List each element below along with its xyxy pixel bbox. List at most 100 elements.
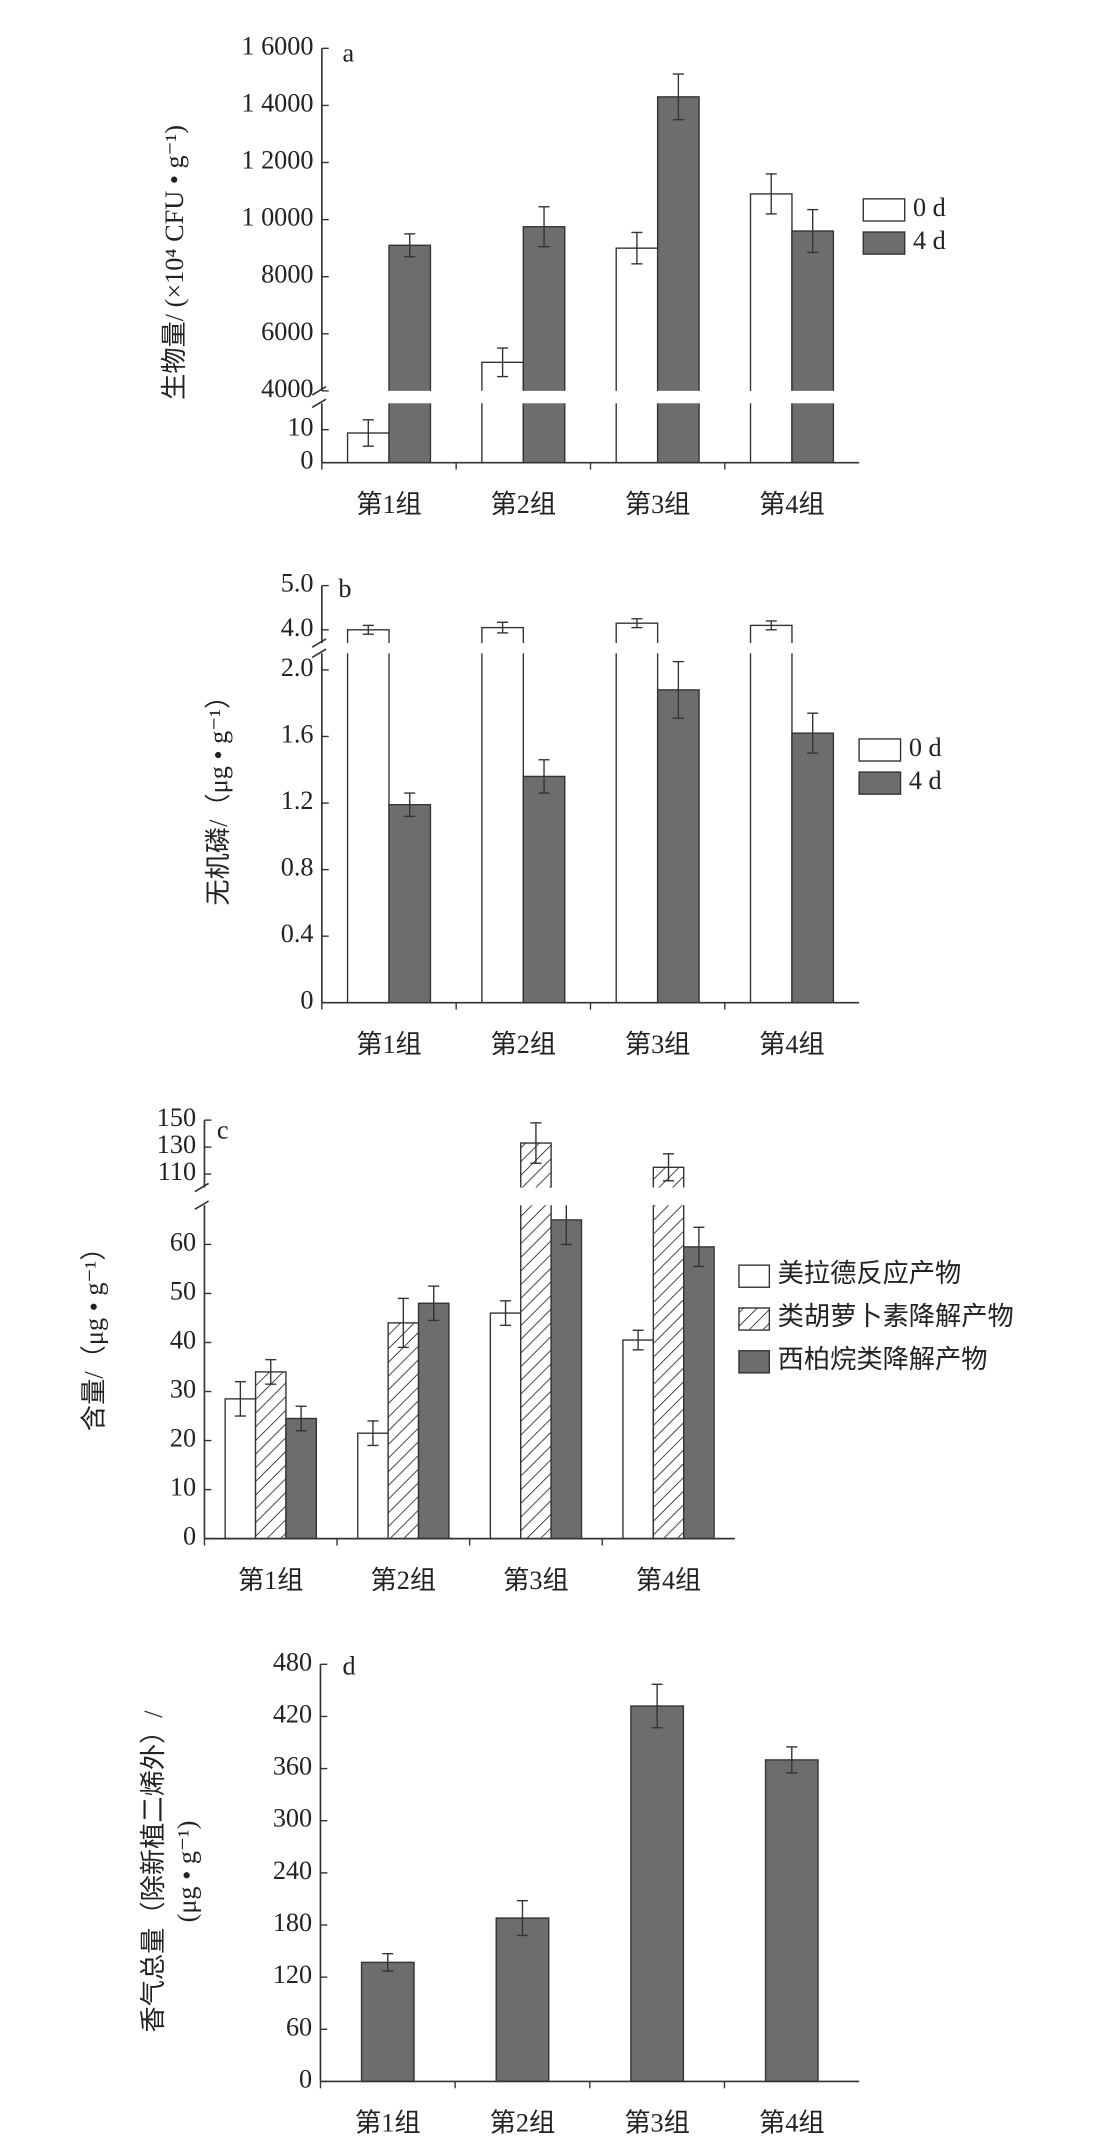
x-tick-label: 第4组 bbox=[759, 1030, 825, 1059]
bar bbox=[791, 732, 835, 1004]
y-tick-label: 20 bbox=[170, 1424, 196, 1453]
y-tick-label: 420 bbox=[273, 1699, 312, 1728]
legend-swatch bbox=[858, 738, 902, 762]
axis-break-gap bbox=[193, 1187, 735, 1206]
y-tick-label: 110 bbox=[158, 1157, 196, 1186]
x-tick-label: 第2组 bbox=[371, 1566, 437, 1595]
bar bbox=[495, 1917, 550, 2083]
bar bbox=[285, 1417, 318, 1540]
bar bbox=[630, 1705, 685, 2083]
y-tick-label: 30 bbox=[170, 1375, 196, 1404]
x-tick-label: 第4组 bbox=[759, 2109, 825, 2138]
axis-break-mark bbox=[311, 638, 327, 648]
y-tick-label: 0 bbox=[300, 446, 313, 475]
panel-label: b bbox=[338, 574, 351, 603]
y-tick-label: 0.8 bbox=[281, 853, 314, 882]
bar bbox=[749, 624, 793, 1004]
axis-break-mark bbox=[311, 398, 327, 409]
bar bbox=[522, 226, 566, 464]
bar bbox=[481, 361, 525, 464]
panel-label: d bbox=[343, 1651, 356, 1680]
bar bbox=[357, 1432, 389, 1540]
y-tick-label: 480 bbox=[273, 1647, 312, 1676]
bar bbox=[388, 244, 432, 464]
bar bbox=[615, 622, 659, 1004]
y-tick-label: 360 bbox=[273, 1752, 312, 1781]
x-tick-label: 第3组 bbox=[624, 2109, 690, 2138]
legend-label: 0 d bbox=[913, 193, 946, 222]
x-tick-label: 第1组 bbox=[355, 2109, 421, 2138]
legend-label: 4 d bbox=[913, 226, 946, 255]
bar bbox=[489, 1312, 522, 1540]
legend-label: 美拉德反应产物 bbox=[778, 1259, 962, 1288]
panel-label: a bbox=[343, 38, 355, 67]
y-tick-label: 8000 bbox=[261, 260, 313, 289]
axis-break-mark bbox=[194, 1200, 210, 1211]
y-tick-label: 10 bbox=[170, 1473, 196, 1502]
y-tick-label: 6000 bbox=[261, 317, 313, 346]
legend-label: 西柏烷类降解产物 bbox=[778, 1345, 988, 1374]
bar bbox=[656, 96, 700, 464]
y-tick-label: 0.4 bbox=[281, 919, 314, 948]
axis-break-gap bbox=[310, 643, 860, 654]
legend-swatch bbox=[862, 198, 906, 222]
y-axis-label: 无机磷/（μg • g⁻¹） bbox=[204, 683, 233, 906]
y-tick-label: 0 bbox=[300, 986, 313, 1015]
bar bbox=[388, 804, 432, 1004]
y-tick-label: 1.2 bbox=[281, 786, 314, 815]
bar bbox=[764, 1759, 819, 2083]
axis-break-mark bbox=[311, 386, 327, 396]
y-tick-label: 300 bbox=[273, 1804, 312, 1833]
x-tick-label: 第1组 bbox=[356, 490, 422, 519]
x-tick-label: 第3组 bbox=[503, 1566, 569, 1595]
y-axis-label: (μg • g⁻¹) bbox=[172, 1821, 201, 1923]
bar bbox=[550, 1219, 583, 1540]
y-tick-label: 10 bbox=[287, 413, 313, 442]
axis-break-mark bbox=[194, 1182, 210, 1193]
y-tick-label: 150 bbox=[157, 1103, 196, 1132]
bar bbox=[254, 1371, 287, 1540]
bar bbox=[615, 247, 659, 464]
y-tick-label: 4.0 bbox=[281, 613, 314, 642]
axis-break-gap bbox=[310, 390, 860, 404]
y-tick-label: 240 bbox=[273, 1856, 312, 1885]
bar bbox=[791, 230, 835, 464]
legend-swatch bbox=[738, 1350, 771, 1374]
bar bbox=[652, 1166, 685, 1540]
legend-swatch bbox=[738, 1307, 771, 1331]
y-tick-label: 2.0 bbox=[281, 653, 314, 682]
x-tick-label: 第4组 bbox=[636, 1566, 702, 1595]
y-tick-label: 60 bbox=[286, 2012, 312, 2041]
bar bbox=[224, 1398, 257, 1540]
y-tick-label: 4000 bbox=[261, 374, 313, 403]
bar bbox=[360, 1961, 415, 2083]
y-tick-label: 40 bbox=[170, 1326, 196, 1355]
legend-swatch bbox=[858, 771, 902, 795]
x-tick-label: 第1组 bbox=[356, 1030, 422, 1059]
axis-break-mark bbox=[311, 648, 327, 659]
y-tick-label: 120 bbox=[273, 1960, 312, 1989]
panel-label: c bbox=[217, 1116, 229, 1145]
x-tick-label: 第1组 bbox=[238, 1566, 304, 1595]
x-tick-label: 第3组 bbox=[625, 490, 691, 519]
bar bbox=[522, 775, 566, 1004]
bar bbox=[417, 1302, 450, 1540]
y-tick-label: 1 4000 bbox=[241, 88, 313, 117]
y-tick-label: 1 0000 bbox=[241, 203, 313, 232]
legend-label: 类胡萝卜素降解产物 bbox=[778, 1302, 1014, 1331]
x-tick-label: 第4组 bbox=[759, 490, 825, 519]
bar bbox=[749, 193, 793, 464]
bar bbox=[622, 1339, 655, 1540]
bar bbox=[656, 689, 700, 1004]
x-tick-label: 第2组 bbox=[491, 490, 557, 519]
y-tick-label: 60 bbox=[170, 1227, 196, 1256]
y-tick-label: 130 bbox=[157, 1130, 196, 1159]
legend-label: 4 d bbox=[909, 766, 942, 795]
y-tick-label: 1 2000 bbox=[241, 146, 313, 175]
y-axis-label: 含量/（μg • g⁻¹） bbox=[80, 1235, 109, 1432]
x-tick-label: 第2组 bbox=[491, 1030, 557, 1059]
y-tick-label: 0 bbox=[183, 1522, 196, 1551]
legend-label: 0 d bbox=[909, 733, 942, 762]
bar bbox=[481, 626, 525, 1004]
y-tick-label: 0 bbox=[299, 2064, 312, 2093]
